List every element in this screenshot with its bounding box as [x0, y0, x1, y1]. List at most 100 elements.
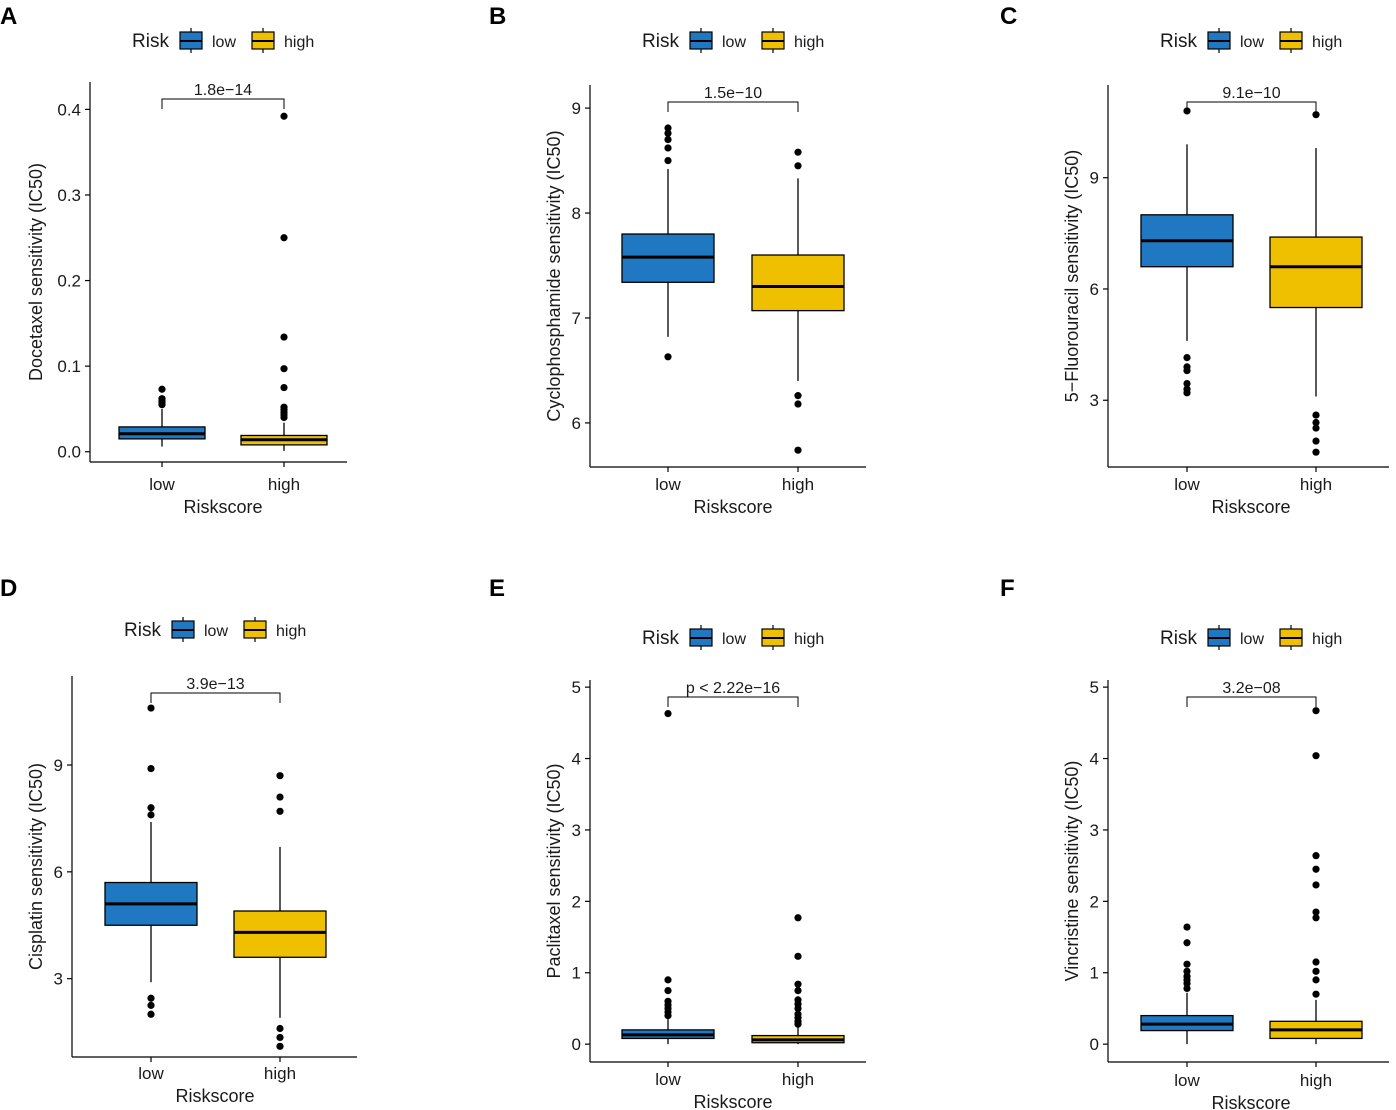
x-tick-label: low [655, 475, 681, 494]
legend-label-low: low [1240, 631, 1264, 648]
box-low [621, 709, 715, 1045]
legend: Risk low high [124, 617, 306, 642]
y-tick-label: 5 [1090, 678, 1099, 697]
y-tick-label: 3 [572, 821, 581, 840]
panel-label: C [1000, 3, 1017, 30]
y-tick-label: 0.0 [57, 443, 81, 462]
y-tick-label: 3 [1090, 391, 1099, 410]
outlier-point [794, 986, 802, 995]
legend-key-low: low [179, 28, 236, 53]
y-tick-label: 9 [1090, 169, 1099, 188]
y-axis-title: Cisplatin sensitivity (IC50) [26, 763, 46, 970]
outlier-point [276, 1033, 284, 1042]
box-high [751, 148, 845, 454]
y-tick-label: 4 [572, 750, 581, 769]
legend-label-high: high [794, 34, 824, 51]
outlier-point [664, 709, 672, 718]
outlier-point [158, 385, 166, 393]
legend-label-low: low [1240, 34, 1264, 51]
x-tick-label: high [782, 1070, 814, 1089]
legend-key-low: low [1207, 28, 1264, 53]
x-tick-label: low [138, 1064, 164, 1083]
outlier-point [1183, 984, 1191, 993]
legend-title: Risk [642, 31, 679, 52]
y-tick-label: 3 [1090, 821, 1099, 840]
outlier-point [664, 986, 672, 995]
box-high [1269, 707, 1363, 1045]
panel-E: E Risk low high 0 1 2 3 4 5 low high Riskscore Paclit… [489, 575, 866, 1110]
legend-label-high: high [1312, 34, 1342, 51]
x-tick-label: low [149, 475, 175, 494]
x-tick-label: low [1174, 475, 1200, 494]
outlier-point [794, 996, 802, 1004]
outlier-point [664, 144, 672, 152]
outlier-point [664, 353, 672, 361]
outlier-point [1312, 424, 1320, 432]
outlier-point [1312, 976, 1320, 984]
x-tick-label: high [264, 1064, 296, 1083]
outlier-point [794, 446, 802, 454]
bracket-line [667, 101, 799, 112]
outlier-point [280, 383, 288, 392]
outlier-point [147, 994, 155, 1002]
outlier-point [794, 400, 802, 408]
significance-bracket: 3.9e−13 [150, 676, 281, 703]
outlier-point [1312, 881, 1320, 889]
outlier-point [1312, 908, 1320, 916]
significance-bracket: 3.2e−08 [1186, 680, 1317, 707]
outlier-point [280, 403, 288, 411]
outlier-point [276, 1042, 284, 1050]
box-high [751, 914, 845, 1045]
y-tick-label: 9 [54, 756, 63, 775]
panel-C: C Risk low high 3 6 9 low high Riskscore 5−Fluorou… [1000, 3, 1389, 517]
outlier-point [1183, 379, 1191, 388]
bracket-line [150, 692, 281, 703]
y-tick-label: 4 [1090, 750, 1099, 769]
outlier-point [1312, 448, 1320, 456]
outlier-point [794, 392, 802, 400]
legend: Risk low high [132, 28, 314, 53]
legend-label-low: low [212, 34, 236, 51]
x-tick-label: high [782, 475, 814, 494]
p-value-label: 3.9e−13 [186, 676, 244, 693]
legend-label-low: low [722, 34, 746, 51]
legend-key-low: low [1207, 625, 1264, 650]
outlier-point [664, 135, 672, 144]
legend: Risk low high [1160, 28, 1342, 53]
outlier-point [276, 793, 284, 801]
box-iqr [233, 910, 327, 958]
y-axis-title: Vincristine sensitivity (IC50) [1062, 761, 1082, 982]
x-axis-title: Riskscore [1211, 1093, 1290, 1110]
y-tick-label: 8 [572, 204, 581, 223]
p-value-label: p < 2.22e−16 [686, 680, 780, 697]
p-value-label: 1.8e−14 [194, 82, 252, 99]
significance-bracket: 9.1e−10 [1186, 85, 1317, 112]
y-tick-label: 1 [1090, 964, 1099, 983]
significance-bracket: 1.5e−10 [667, 85, 799, 112]
x-tick-label: low [1174, 1071, 1200, 1090]
outlier-point [794, 914, 802, 922]
y-tick-label: 0 [1090, 1035, 1099, 1054]
p-value-label: 9.1e−10 [1222, 85, 1280, 102]
bracket-line [667, 696, 799, 707]
legend-key-low: low [689, 28, 746, 53]
outlier-point [664, 129, 672, 137]
panel-label: A [0, 3, 17, 30]
p-value-label: 3.2e−08 [1222, 680, 1280, 697]
outlier-point [158, 395, 166, 403]
legend-key-high: high [1279, 28, 1342, 53]
box-high [240, 112, 328, 451]
y-axis-title: 5−Fluorouracil sensitivity (IC50) [1062, 150, 1082, 403]
y-tick-label: 1 [572, 964, 581, 983]
legend: Risk low high [642, 625, 824, 650]
panel-A: A Risk low high 0.0 0.1 0.2 0.3 0.4 low high Risksc… [0, 3, 347, 517]
outlier-point [1183, 967, 1191, 975]
y-tick-label: 9 [572, 99, 581, 118]
y-tick-label: 2 [1090, 892, 1099, 911]
box-low [104, 704, 198, 1018]
y-tick-label: 2 [572, 892, 581, 911]
legend-title: Risk [132, 31, 169, 52]
outlier-point [1183, 939, 1191, 947]
box-low [621, 124, 715, 361]
y-tick-label: 6 [54, 863, 63, 882]
